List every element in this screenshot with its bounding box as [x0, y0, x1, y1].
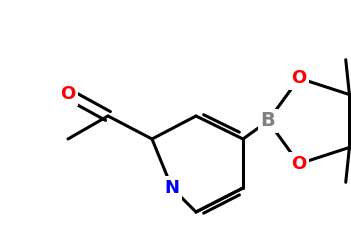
Text: N: N — [165, 179, 179, 197]
Text: O: O — [291, 155, 307, 173]
Text: O: O — [291, 69, 307, 87]
Text: B: B — [261, 111, 276, 131]
Text: O: O — [60, 85, 75, 103]
